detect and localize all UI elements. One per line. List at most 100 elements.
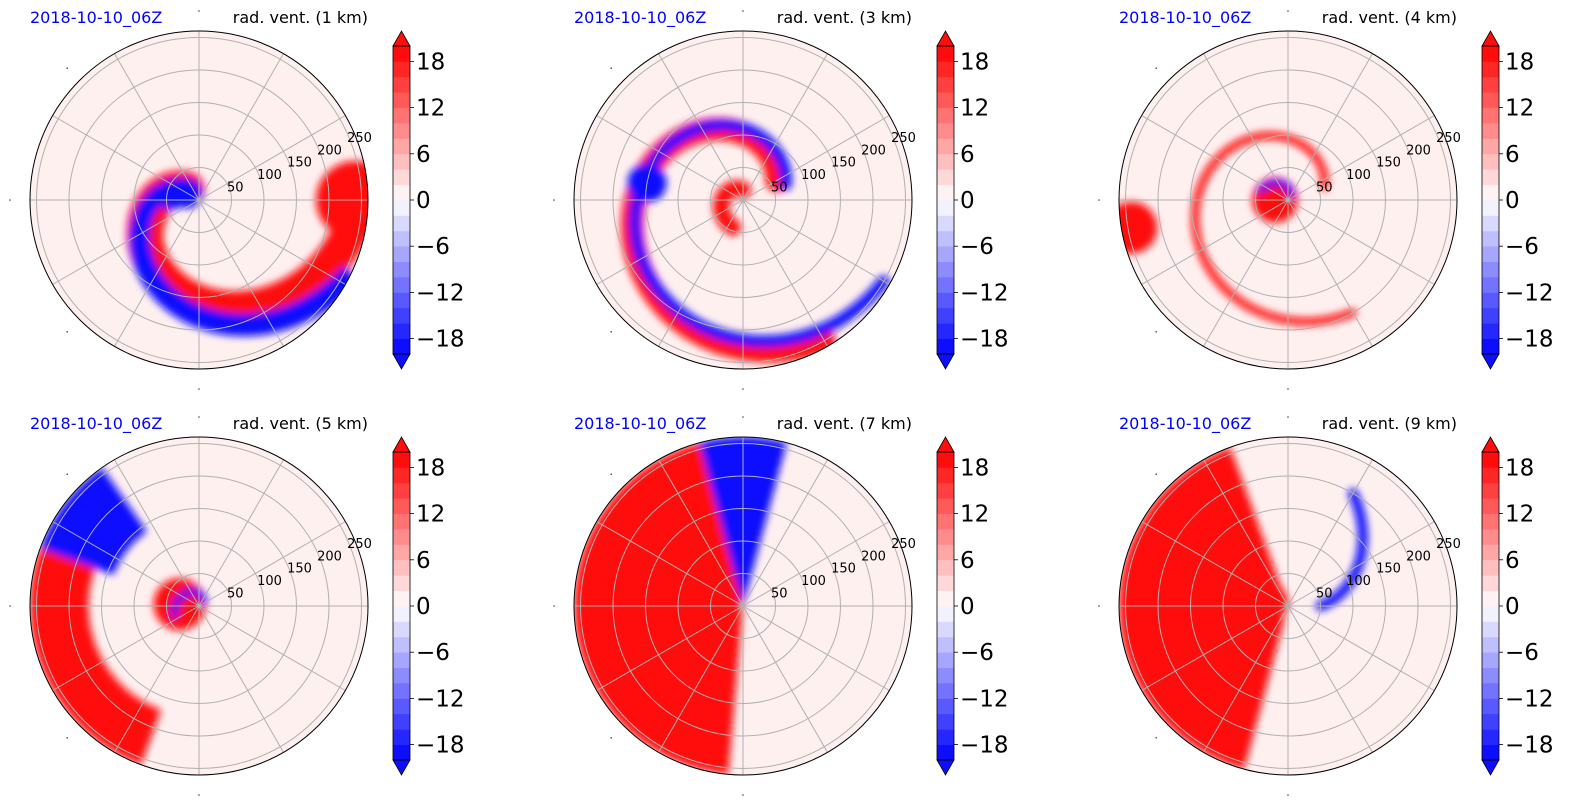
colorbar-tick-label: 12	[416, 502, 445, 528]
axis-tick-mark	[9, 199, 11, 201]
grid-spoke	[742, 199, 828, 347]
colorbar-bin	[393, 636, 410, 653]
colorbar-bin	[1482, 138, 1499, 155]
colorbar-tick-label: 12	[416, 96, 445, 122]
colorbar-bin	[937, 713, 954, 730]
colorbar-bin	[1482, 467, 1499, 484]
grid-spoke	[1287, 605, 1373, 753]
colorbar: −18 −12 −6 0 6 12 18	[392, 30, 465, 370]
colorbar-bin	[1482, 575, 1499, 591]
colorbar-bin	[393, 153, 410, 170]
colorbar-bin	[937, 46, 954, 62]
axis-tick-mark	[66, 737, 68, 739]
colorbar-bin	[1482, 683, 1499, 699]
colorbar-bin	[937, 590, 954, 607]
axis-tick-mark	[1098, 199, 1100, 201]
panel-date-label: 2018-10-10_06Z	[30, 414, 162, 434]
grid-spoke	[198, 521, 346, 607]
axis-tick-mark	[610, 331, 612, 333]
colorbar-bin	[1482, 744, 1499, 761]
colorbar-bin	[1482, 729, 1499, 745]
polar-rim	[573, 436, 913, 776]
radial-tick-label: 200	[1406, 143, 1431, 158]
colorbar-bin	[393, 246, 410, 262]
radial-tick-label: 150	[287, 156, 312, 171]
colorbar-bin	[393, 559, 410, 576]
axis-tick-mark	[610, 737, 612, 739]
axis-tick-mark	[553, 605, 555, 607]
axis-tick-mark	[198, 388, 200, 390]
grid-spoke	[1141, 115, 1289, 201]
colorbar-tick-label: −12	[1505, 280, 1554, 306]
colorbar-tick-label: 18	[1505, 49, 1534, 75]
panel-title: rad. vent. (5 km)	[233, 414, 368, 433]
grid-spoke	[1287, 199, 1435, 285]
colorbar-extend-max	[936, 30, 955, 47]
axis-tick-mark	[66, 473, 68, 476]
colorbar-tick-label: −12	[1505, 686, 1554, 712]
colorbar-bin	[1482, 513, 1499, 530]
colorbar-bin	[1482, 559, 1499, 576]
grid-spoke	[658, 459, 744, 607]
radial-tick-label: 150	[287, 562, 312, 577]
colorbar-tick-label: 18	[416, 49, 445, 75]
colorbar-tick-label: −18	[416, 327, 465, 353]
colorbar-bin	[393, 76, 410, 93]
colorbar-bin	[1482, 184, 1499, 201]
colorbar-bin	[393, 123, 410, 139]
colorbar-bin	[393, 698, 410, 715]
colorbar-tick-label: −6	[960, 640, 994, 666]
colorbar-tick-label: 6	[1505, 548, 1520, 574]
grid-spoke	[52, 521, 200, 607]
radial-tick-label: 150	[1376, 562, 1401, 577]
colorbar-tick-label: 12	[1505, 502, 1534, 528]
colorbar-bin	[393, 498, 410, 514]
polar-grid	[1119, 437, 1457, 775]
radial-tick-label: 250	[347, 537, 372, 552]
colorbar-bin	[393, 46, 410, 62]
grid-spoke	[198, 605, 284, 753]
colorbar: −18 −12 −6 0 6 12 18	[936, 30, 1009, 370]
grid-spoke	[1141, 521, 1289, 607]
colorbar-tick-label: 0	[960, 594, 975, 620]
colorbar-tick-label: 18	[1505, 455, 1534, 481]
axis-tick-mark	[1155, 331, 1157, 333]
colorbar-bin	[937, 292, 954, 309]
colorbar-extend-min	[392, 759, 411, 776]
grid-spoke	[114, 53, 200, 201]
colorbar-bin	[937, 544, 954, 561]
colorbar-bin	[937, 215, 954, 232]
colorbar-extend-max	[392, 30, 411, 47]
colorbar-bin	[393, 138, 410, 155]
colorbar-bin	[393, 215, 410, 232]
radial-tick-label: 150	[1376, 156, 1401, 171]
colorbar-bin	[393, 323, 410, 339]
axis-tick-mark	[742, 388, 744, 390]
grid-spoke	[198, 199, 284, 347]
velocity-cell-positive	[1119, 201, 1158, 254]
colorbar-bin	[937, 636, 954, 653]
colorbar-bin	[1482, 261, 1499, 278]
colorbar: −18 −12 −6 0 6 12 18	[1481, 30, 1554, 370]
polar-grid	[1119, 31, 1457, 369]
colorbar-bin	[393, 338, 410, 355]
colorbar-bin	[393, 667, 410, 684]
colorbar-bin	[393, 482, 410, 499]
colorbar-bin	[937, 529, 954, 545]
polar-grid	[574, 31, 912, 369]
polar-rim	[1118, 436, 1458, 776]
colorbar-bin	[937, 652, 954, 668]
polar-grid	[574, 437, 912, 775]
polar-panel-1: 50 100 150 200 250 2018-10-10_06Z rad. vent. (…	[9, 8, 465, 390]
colorbar-bin	[937, 92, 954, 108]
colorbar-bin	[1482, 61, 1499, 78]
panel-title: rad. vent. (4 km)	[1322, 8, 1457, 27]
grid-spoke	[1141, 199, 1289, 285]
colorbar-bin	[1482, 153, 1499, 170]
colorbar-tick-label: 0	[416, 594, 431, 620]
grid-spoke	[114, 605, 200, 753]
colorbar-bin	[393, 744, 410, 761]
colorbar-tick-label: 12	[960, 502, 989, 528]
colorbar-bin	[937, 246, 954, 262]
